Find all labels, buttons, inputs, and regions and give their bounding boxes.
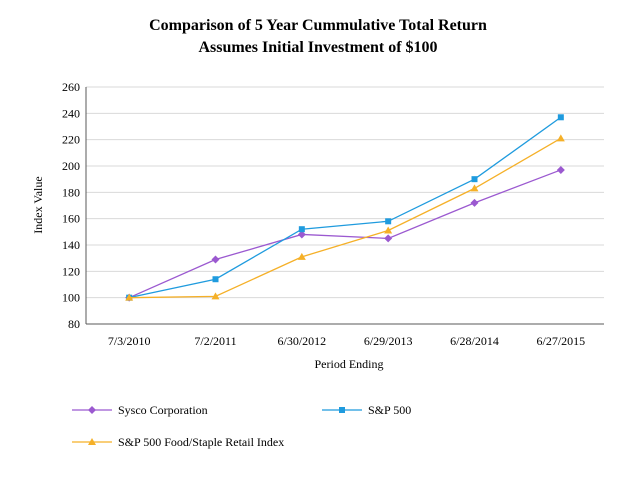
legend-label: S&P 500 [368,403,411,417]
series-1 [126,114,564,301]
y-tick-label: 140 [62,238,80,252]
data-point [384,234,393,243]
x-tick-label: 7/3/2010 [108,334,151,348]
data-point [298,226,305,233]
series-2 [125,134,565,301]
y-axis-label: Index Value [31,176,45,233]
y-tick-label: 240 [62,106,80,120]
data-point [385,218,392,225]
legend-marker [88,406,96,414]
x-tick-label: 6/30/2012 [277,334,326,348]
y-tick-label: 200 [62,159,80,173]
legend-item: S&P 500 [322,403,411,417]
legend-marker [339,407,345,413]
data-point [125,293,134,301]
legend: Sysco Corporation S&P 500 S&P 500 Food/Sta… [72,403,411,449]
series-line [129,116,562,299]
y-tick-label: 260 [62,80,80,94]
data-point [211,255,220,264]
legend-marker [88,438,96,445]
series-0 [125,165,565,302]
x-axis-label: Period Ending [315,357,384,371]
y-tick-label: 220 [62,133,80,147]
chart-subtitle: Assumes Initial Investment of $100 [198,39,437,56]
x-tick-label: 6/27/2015 [536,334,585,348]
y-tick-label: 120 [62,264,80,278]
data-point [211,292,220,300]
data-point [297,230,306,239]
legend-label: S&P 500 Food/Staple Retail Index [118,435,284,449]
data-point [297,252,306,260]
y-tick-label: 160 [62,212,80,226]
y-tick-label: 180 [62,185,80,199]
x-tick-label: 7/2/2011 [194,334,236,348]
data-point [556,165,565,174]
y-tick-label: 80 [68,317,80,331]
data-point [471,176,478,183]
data-point [384,226,393,234]
data-point [212,276,219,283]
legend-item: S&P 500 Food/Staple Retail Index [72,435,284,449]
legend-item: Sysco Corporation [72,403,208,417]
legend-label: Sysco Corporation [118,403,208,417]
x-tick-label: 6/29/2013 [364,334,413,348]
axes: 80 100 120 140 160 180 200 220 240 260 7/3/2010 7/2… [62,80,604,348]
series-layer [125,114,565,302]
gridlines [86,86,604,299]
series-line [129,137,562,299]
series-line [128,169,562,299]
y-tick-label: 100 [62,291,80,305]
chart-title: Comparison of 5 Year Cummulative Total R… [149,17,487,34]
x-tick-label: 6/28/2014 [450,334,499,348]
data-point [557,114,564,121]
data-point [556,134,565,142]
data-point [470,184,479,192]
data-point [470,198,479,207]
